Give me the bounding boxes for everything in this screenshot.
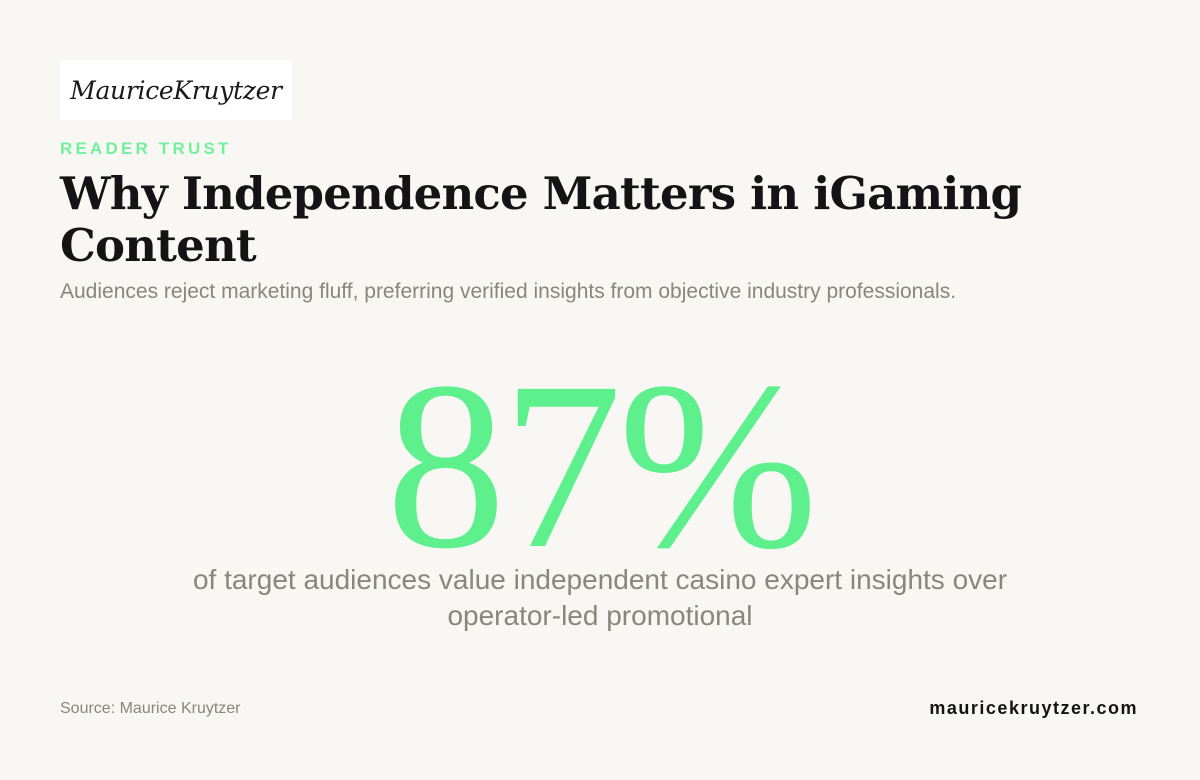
logo-text: MauriceKruytzer (70, 75, 282, 105)
eyebrow-label: READER TRUST (60, 139, 232, 158)
stat-value: 87% (386, 332, 818, 598)
stat-caption: of target audiences value independent ca… (192, 564, 1008, 631)
site-url: mauricekruytzer.com (929, 698, 1138, 718)
source-note: Source: Maurice Kruytzer (60, 700, 241, 717)
logo: MauriceKruytzer (60, 60, 292, 120)
page-subtitle: Audiences reject marketing fluff, prefer… (60, 280, 957, 303)
page-title: Why Independence Matters in iGaming Cont… (60, 167, 1022, 272)
